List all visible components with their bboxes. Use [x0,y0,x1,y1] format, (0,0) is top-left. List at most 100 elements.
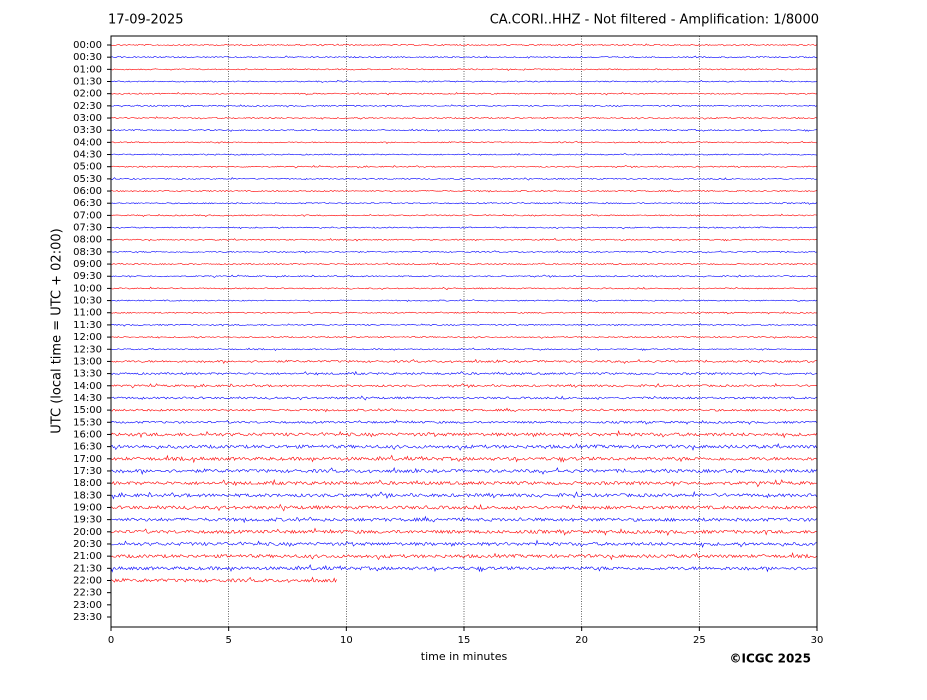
trace [110,189,817,193]
trace [110,79,817,83]
trace [110,116,817,120]
y-tick-label: 10:00 [73,283,102,294]
y-tick-label: 19:30 [73,515,102,526]
trace [110,395,817,401]
trace [110,552,817,561]
trace [110,43,817,47]
x-axis-label: time in minutes [421,650,508,663]
y-tick-label: 23:30 [73,612,102,623]
trace [110,443,817,451]
y-tick-label: 03:00 [73,113,102,124]
y-tick-label: 18:00 [73,478,102,489]
y-tick-label: 12:30 [73,344,102,355]
y-tick-label: 11:30 [73,320,102,331]
x-tick-label: 10 [340,635,353,646]
y-tick-label: 16:30 [73,442,102,453]
trace [110,104,817,108]
trace [110,527,817,536]
x-tick-label: 30 [811,635,824,646]
trace [110,430,817,439]
y-tick-label: 10:30 [73,296,102,307]
trace [110,335,817,339]
y-tick-label: 20:00 [73,527,102,538]
y-tick-label: 00:00 [73,40,102,51]
y-tick-label: 04:00 [73,137,102,148]
trace [110,323,817,327]
trace [110,238,817,242]
trace [110,311,817,315]
x-tick-label: 25 [693,635,706,646]
y-tick-label: 17:30 [73,466,102,477]
y-tick-label: 20:30 [73,539,102,550]
trace [110,490,817,500]
y-tick-label: 21:30 [73,563,102,574]
y-tick-label: 08:00 [73,235,102,246]
trace [110,370,817,376]
y-tick-label: 01:30 [73,77,102,88]
y-tick-label: 13:30 [73,369,102,380]
trace [110,407,817,413]
trace [110,201,817,205]
y-tick-label: 04:30 [73,150,102,161]
trace [110,515,817,524]
trace [110,250,817,254]
y-tick-label: 02:00 [73,89,102,100]
trace [110,286,817,291]
y-tick-label: 05:00 [73,162,102,173]
x-tick-label: 0 [108,635,114,646]
trace [110,274,817,278]
trace [110,467,817,476]
y-tick-label: 15:30 [73,417,102,428]
x-tick-label: 15 [458,635,471,646]
y-tick-label: 02:30 [73,101,102,112]
trace [110,152,817,156]
y-tick-label: 15:00 [73,405,102,416]
y-tick-label: 17:00 [73,454,102,465]
trace [110,140,817,144]
trace [110,298,817,303]
y-tick-label: 09:00 [73,259,102,270]
plot-area [110,36,817,627]
y-tick-label: 00:30 [73,52,102,63]
y-tick-label: 16:00 [73,429,102,440]
date-title: 17-09-2025 [108,13,184,28]
chart-title: CA.CORI..HHZ - Not filtered - Amplificat… [490,13,819,28]
y-tick-label: 11:00 [73,308,102,319]
y-tick-label: 07:30 [73,223,102,234]
copyright: ©ICGC 2025 [729,652,811,666]
trace [110,92,817,96]
trace [110,177,817,181]
y-tick-label: 05:30 [73,174,102,185]
x-tick-label: 20 [575,635,588,646]
trace [110,539,817,548]
y-tick-label: 14:30 [73,393,102,404]
y-tick-label: 19:00 [73,502,102,513]
trace [110,128,817,132]
y-tick-label: 06:30 [73,198,102,209]
trace [110,358,817,365]
trace [110,213,817,218]
y-tick-label: 22:00 [73,575,102,586]
trace [110,55,817,59]
y-tick-label: 08:30 [73,247,102,258]
trace [110,347,817,352]
trace [110,454,817,464]
trace [110,576,337,583]
y-tick-label: 07:00 [73,210,102,221]
trace [110,165,817,169]
y-tick-label: 09:30 [73,271,102,282]
x-tick-label: 5 [225,635,231,646]
y-tick-label: 18:30 [73,490,102,501]
trace [110,478,817,488]
y-tick-label: 13:00 [73,356,102,367]
y-tick-label: 21:00 [73,551,102,562]
y-tick-label: 01:00 [73,64,102,75]
trace [110,262,817,266]
y-tick-label: 03:30 [73,125,102,136]
trace [110,564,817,573]
trace [110,503,817,512]
trace [110,67,817,71]
y-tick-label: 12:00 [73,332,102,343]
